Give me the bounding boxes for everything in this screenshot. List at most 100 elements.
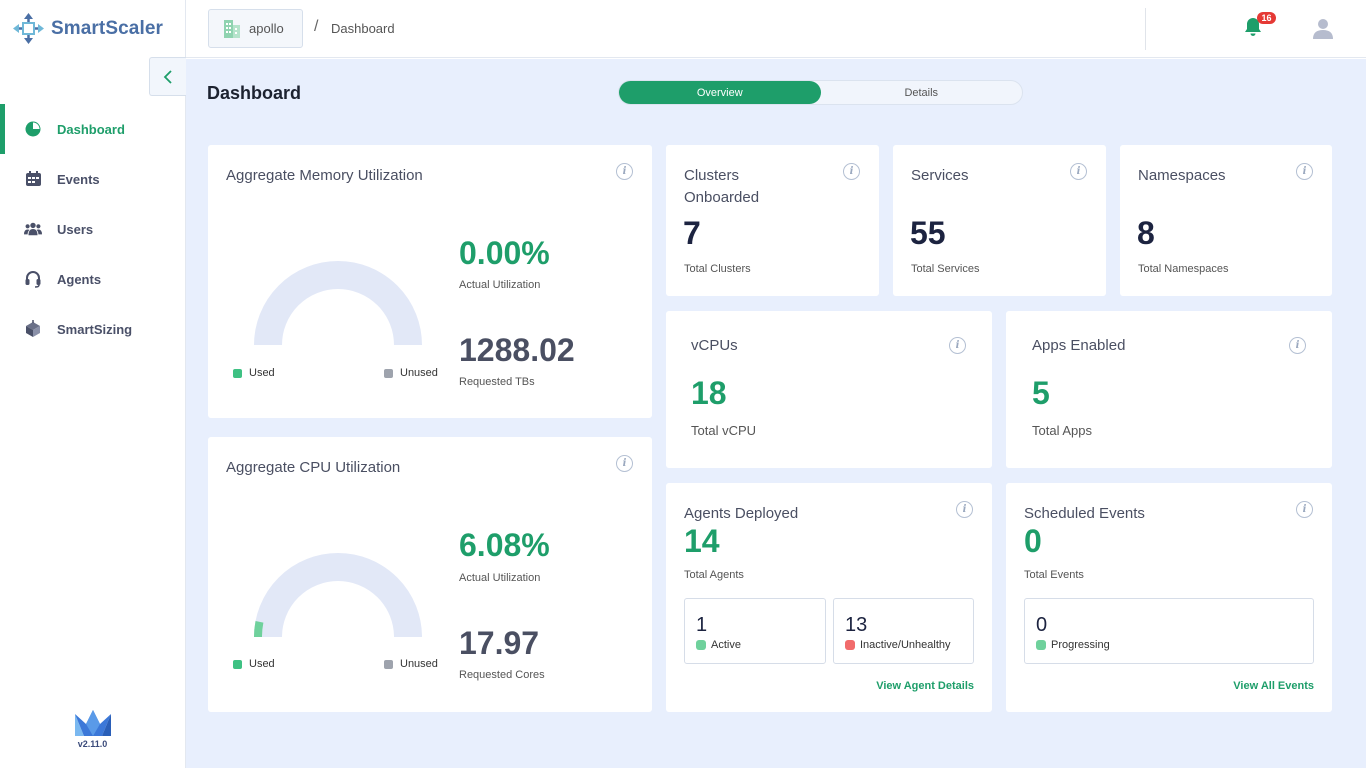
app-name: SmartScaler	[51, 17, 164, 39]
cluster-name: apollo	[249, 21, 284, 36]
info-icon[interactable]: i	[1296, 501, 1313, 518]
tab-overview[interactable]: Overview	[619, 81, 821, 104]
vcpus-label: Total vCPU	[691, 423, 757, 438]
sidebar-item-smartsizing[interactable]: SmartSizing	[0, 304, 185, 354]
tab-details[interactable]: Details	[904, 86, 939, 99]
top-header: apollo / Dashboard 16	[186, 0, 1366, 58]
apps-label: Total Apps	[1032, 423, 1092, 438]
sidebar: SmartScaler Dashboard Events Users	[0, 0, 186, 768]
info-icon[interactable]: i	[949, 337, 966, 354]
crown-logo-icon	[74, 710, 111, 736]
info-icon[interactable]: i	[616, 163, 633, 180]
requested-label: Requested Cores	[459, 669, 545, 681]
memory-utilization-card: Aggregate Memory Utilization i Used Unus…	[208, 145, 652, 418]
version-block: v2.11.0	[0, 710, 185, 749]
utilization-label: Actual Utilization	[459, 279, 541, 291]
info-icon[interactable]: i	[1070, 163, 1087, 180]
sidebar-nav: Dashboard Events Users Agents SmartSizin…	[0, 104, 185, 354]
info-icon[interactable]: i	[843, 163, 860, 180]
clusters-card: Clusters Onboarded i 7 Total Clusters	[666, 145, 879, 296]
bell-icon	[1245, 18, 1261, 36]
user-icon	[1313, 19, 1333, 39]
apps-value: 5	[1032, 375, 1050, 411]
cpu-gauge	[253, 553, 422, 638]
scheduled-events-card: Scheduled Events i 0 Total Events 0 Prog…	[1006, 483, 1332, 712]
collapse-sidebar-button[interactable]	[149, 57, 186, 96]
sidebar-item-label: Events	[57, 171, 100, 187]
inactive-label: Inactive/Unhealthy	[845, 639, 951, 651]
events-label: Total Events	[1024, 569, 1084, 581]
sidebar-item-label: Dashboard	[57, 121, 125, 137]
smartscaler-logo-icon	[13, 13, 44, 44]
sidebar-item-label: Agents	[57, 271, 102, 287]
namespaces-card: Namespaces i 8 Total Namespaces	[1120, 145, 1332, 296]
services-label: Total Services	[911, 263, 980, 275]
agents-label: Total Agents	[684, 569, 744, 581]
legend-unused: Unused	[384, 658, 438, 670]
events-value: 0	[1024, 523, 1042, 559]
namespaces-label: Total Namespaces	[1138, 263, 1229, 275]
cpu-utilization-card: Aggregate CPU Utilization i Used Unused …	[208, 437, 652, 712]
inactive-count: 13	[845, 614, 868, 636]
agents-card: Agents Deployed i 14 Total Agents 1 Acti…	[666, 483, 992, 712]
sidebar-item-dashboard[interactable]: Dashboard	[0, 104, 185, 154]
cpu-utilization-value: 6.08%	[459, 527, 550, 563]
card-title: Namespaces	[1138, 167, 1226, 184]
card-title: Apps Enabled	[1032, 337, 1126, 354]
card-title: Agents Deployed	[684, 505, 799, 522]
page-title: Dashboard	[207, 83, 302, 103]
card-title: Services	[911, 167, 969, 184]
agents-active-box[interactable]: 1 Active	[684, 598, 826, 664]
apps-card: Apps Enabled i 5 Total Apps	[1006, 311, 1332, 468]
sidebar-item-agents[interactable]: Agents	[0, 254, 185, 304]
info-icon[interactable]: i	[616, 455, 633, 472]
clusters-value: 7	[683, 215, 701, 251]
services-card: Services i 55 Total Services	[893, 145, 1106, 296]
cpu-used-arc	[253, 621, 264, 638]
version-label: v2.11.0	[77, 739, 108, 749]
clusters-label: Total Clusters	[684, 263, 751, 275]
sidebar-item-label: Users	[57, 221, 94, 237]
notifications-button[interactable]	[1243, 17, 1263, 42]
sidebar-item-events[interactable]: Events	[0, 154, 185, 204]
cpu-requested-value: 17.97	[459, 625, 540, 661]
active-label: Active	[696, 639, 741, 651]
building-icon	[224, 19, 240, 38]
events-progressing-box[interactable]: 0 Progressing	[1024, 598, 1314, 664]
users-icon	[24, 220, 42, 238]
vcpus-card: vCPUs i 18 Total vCPU	[666, 311, 992, 468]
info-icon[interactable]: i	[956, 501, 973, 518]
vcpus-value: 18	[691, 375, 727, 411]
view-all-events-link[interactable]: View All Events	[1233, 680, 1314, 692]
info-icon[interactable]: i	[1289, 337, 1306, 354]
cube-icon	[24, 320, 42, 338]
card-title: vCPUs	[691, 337, 738, 354]
cluster-selector[interactable]: apollo	[208, 9, 303, 48]
progressing-count: 0	[1036, 614, 1048, 636]
breadcrumb-current: Dashboard	[331, 21, 395, 36]
card-title: Aggregate CPU Utilization	[226, 459, 401, 476]
requested-label: Requested TBs	[459, 376, 535, 388]
memory-requested-value: 1288.02	[459, 332, 575, 368]
card-title: Aggregate Memory Utilization	[226, 167, 423, 184]
card-title: Clusters Onboarded	[684, 167, 760, 206]
user-avatar[interactable]	[1312, 18, 1334, 45]
calendar-icon	[24, 170, 42, 188]
app-logo[interactable]: SmartScaler	[12, 12, 163, 45]
sidebar-item-label: SmartSizing	[57, 321, 133, 337]
header-divider	[1145, 8, 1146, 50]
chevron-left-icon	[163, 69, 172, 84]
sidebar-item-users[interactable]: Users	[0, 204, 185, 254]
agents-value: 14	[684, 523, 720, 559]
legend-used: Used	[233, 658, 275, 670]
active-count: 1	[696, 614, 708, 636]
legend-unused: Unused	[384, 367, 438, 379]
headset-icon	[24, 270, 42, 288]
view-tabs: Overview Details	[618, 80, 1023, 105]
pie-chart-icon	[24, 120, 42, 138]
services-value: 55	[910, 215, 946, 251]
info-icon[interactable]: i	[1296, 163, 1313, 180]
view-agent-details-link[interactable]: View Agent Details	[876, 680, 974, 692]
agents-inactive-box[interactable]: 13 Inactive/Unhealthy	[833, 598, 974, 664]
progressing-label: Progressing	[1036, 639, 1110, 651]
